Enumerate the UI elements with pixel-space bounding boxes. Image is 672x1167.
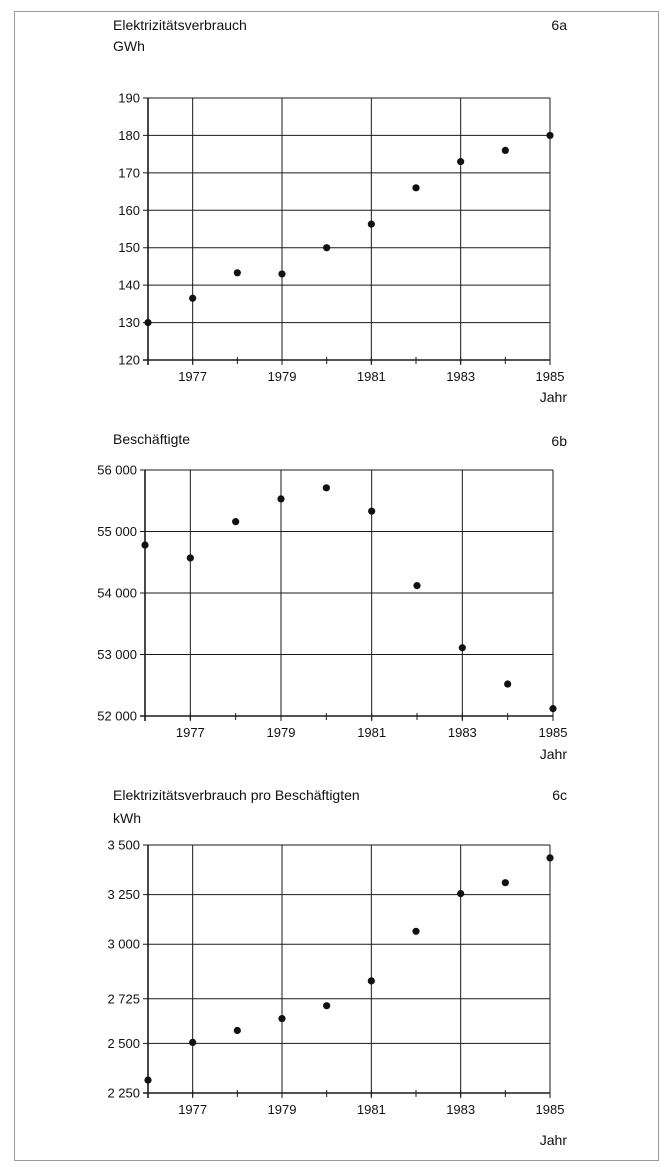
y-tick-label: 2 725: [107, 991, 140, 1006]
x-tick-label: 1985: [539, 725, 568, 740]
data-point: [412, 184, 420, 192]
data-point: [189, 1038, 197, 1047]
data-point: [501, 146, 509, 154]
y-tick-label: 3 500: [107, 838, 140, 853]
data-point: [186, 554, 194, 562]
data-point: [278, 1015, 286, 1023]
y-tick-label: 3 000: [107, 937, 140, 952]
x-axis-label: Jahr: [540, 746, 568, 762]
data-point: [367, 977, 375, 985]
y-axis-unit: GWh: [113, 38, 145, 54]
x-axis-label: Jahr: [540, 1132, 568, 1148]
y-tick-label: 55 000: [97, 524, 137, 539]
x-axis-label: Jahr: [540, 389, 568, 405]
data-point: [457, 890, 465, 898]
data-point: [546, 854, 554, 862]
data-point: [458, 644, 466, 652]
x-tick-label: 1977: [176, 725, 205, 740]
data-point: [323, 1002, 331, 1010]
y-tick-label: 2 250: [107, 1086, 140, 1101]
chart-title: Elektrizitätsverbrauch: [113, 17, 247, 33]
x-tick-label: 1983: [448, 725, 477, 740]
y-tick-label: 140: [118, 278, 140, 293]
x-tick-label: 1979: [267, 725, 296, 740]
chart-title: Elektrizitätsverbrauch pro Beschäftigten: [113, 787, 360, 803]
data-point: [141, 541, 149, 549]
chart-title: Beschäftigte: [113, 431, 190, 447]
x-tick-label: 1983: [446, 369, 475, 384]
y-tick-label: 120: [118, 353, 140, 368]
y-tick-label: 190: [118, 91, 140, 106]
y-tick-label: 170: [118, 165, 140, 180]
x-tick-label: 1981: [357, 725, 386, 740]
x-tick-label: 1979: [268, 369, 297, 384]
y-tick-label: 54 000: [97, 586, 137, 601]
data-point: [412, 927, 420, 935]
data-point: [233, 1026, 241, 1035]
y-tick-label: 180: [118, 128, 140, 143]
y-tick-label: 2 500: [107, 1036, 140, 1051]
chart-6a: Elektrizitätsverbrauch 6a GWh Jahr 120 13…: [113, 17, 567, 405]
y-tick-label: 160: [118, 203, 140, 218]
x-tick-label: 1977: [178, 1102, 207, 1117]
data-point: [457, 158, 465, 166]
y-tick-label: 56 000: [97, 463, 137, 478]
x-tick-label: 1981: [357, 1102, 386, 1117]
y-tick-label: 150: [118, 240, 140, 255]
data-point: [368, 507, 376, 515]
y-axis-unit: kWh: [113, 810, 141, 826]
data-point: [144, 318, 152, 327]
data-point: [144, 1076, 152, 1084]
x-tick-label: 1979: [268, 1102, 297, 1117]
data-point: [367, 220, 375, 228]
x-tick-label: 1983: [446, 1102, 475, 1117]
data-point: [189, 294, 197, 302]
data-point: [501, 879, 509, 887]
panel-label: 6c: [552, 787, 567, 803]
data-point: [322, 484, 330, 492]
panel-label: 6b: [551, 433, 567, 449]
data-point: [323, 244, 331, 252]
x-tick-label: 1977: [178, 369, 207, 384]
data-point: [549, 705, 557, 713]
data-point: [278, 270, 286, 278]
data-point: [232, 518, 240, 526]
y-tick-label: 130: [118, 315, 140, 330]
chart-6c: Elektrizitätsverbrauch pro Beschäftigten…: [107, 787, 567, 1148]
y-tick-label: 53 000: [97, 647, 137, 662]
y-tick-label: 3 250: [107, 887, 140, 902]
data-point: [546, 131, 554, 140]
chart-6b: Beschäftigte 6b Jahr 52 000 53 000 54 000 5…: [97, 431, 567, 762]
data-point: [233, 269, 241, 277]
x-tick-label: 1981: [357, 369, 386, 384]
x-tick-label: 1985: [536, 1102, 565, 1117]
data-point: [413, 582, 421, 590]
data-point: [504, 680, 512, 688]
y-tick-label: 52 000: [97, 709, 137, 724]
data-point: [277, 495, 285, 503]
x-tick-label: 1985: [536, 369, 565, 384]
panel-label: 6a: [551, 17, 567, 33]
figure-frame: [14, 11, 659, 1161]
